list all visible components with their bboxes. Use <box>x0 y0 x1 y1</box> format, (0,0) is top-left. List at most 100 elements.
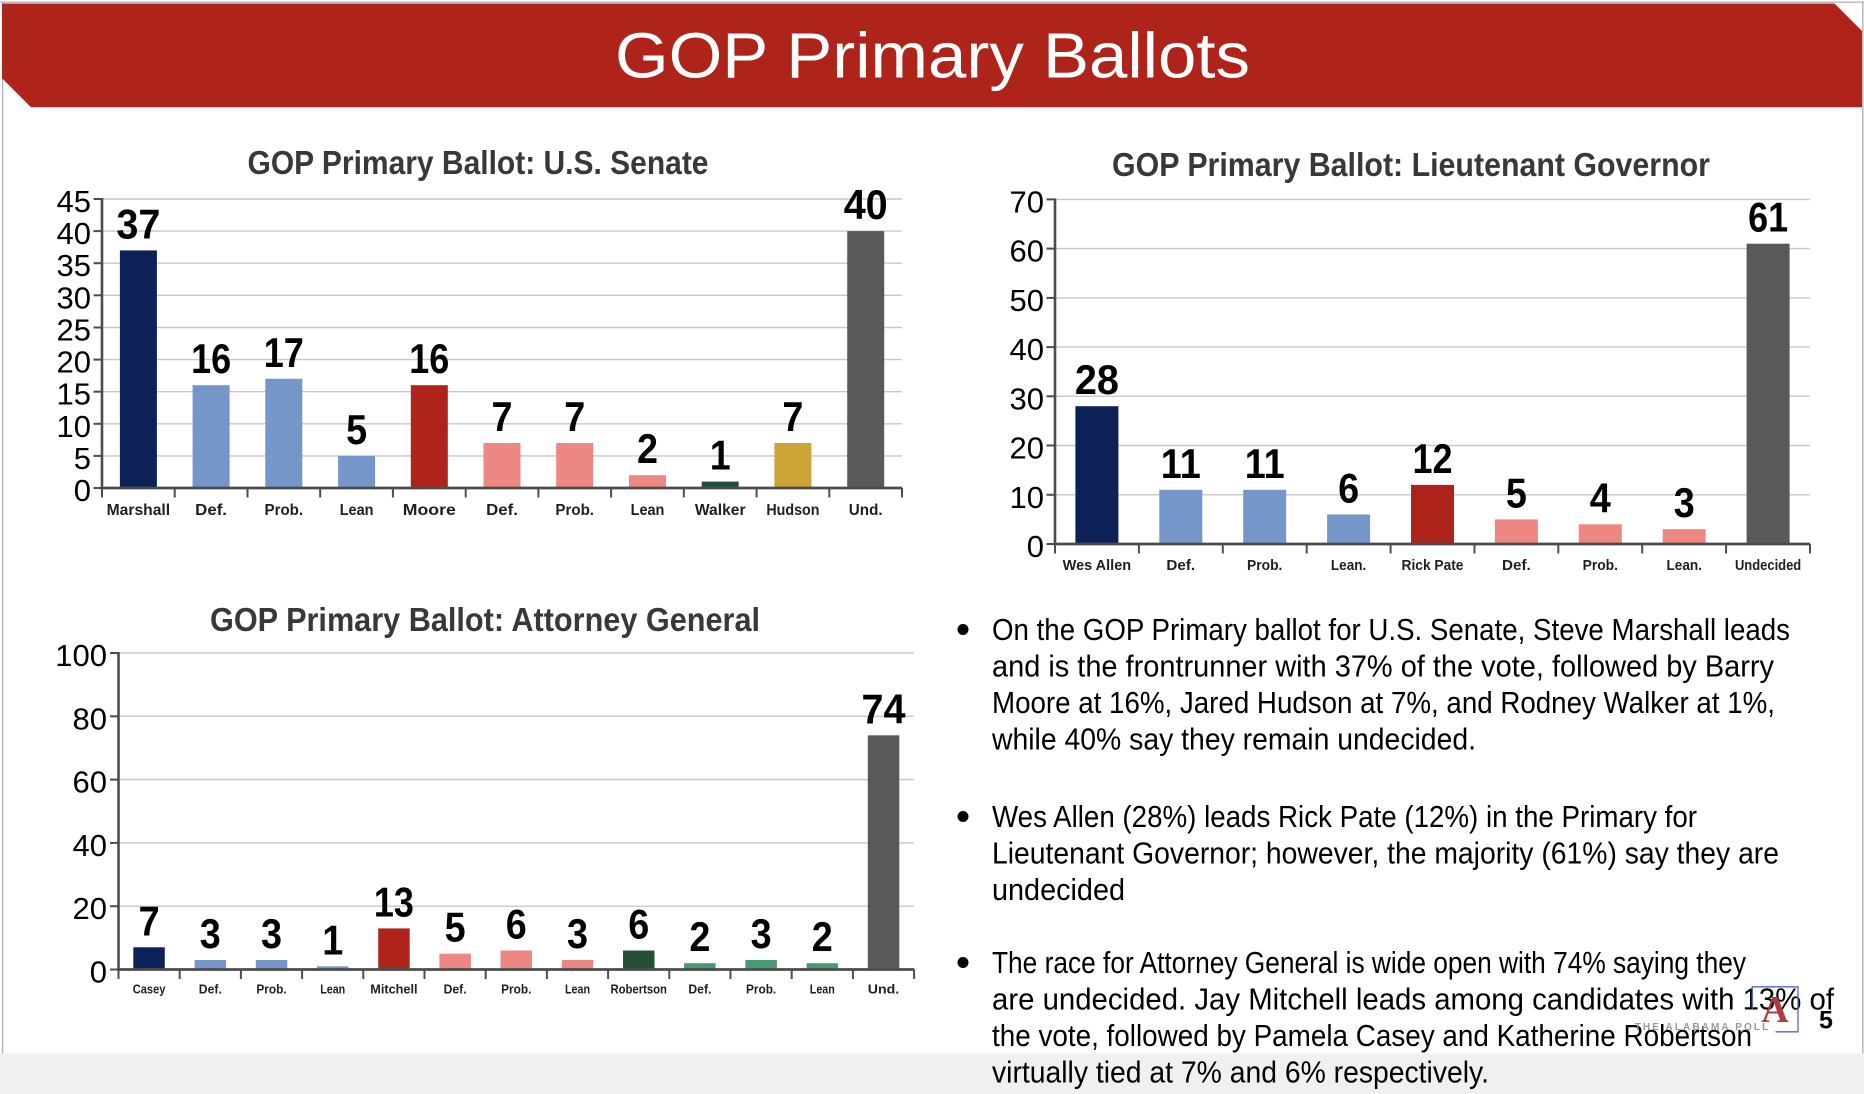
svg-text:5: 5 <box>346 406 367 453</box>
svg-text:Def.: Def. <box>1502 557 1531 574</box>
svg-text:50: 50 <box>1010 283 1044 318</box>
svg-text:70: 70 <box>1010 184 1044 219</box>
svg-text:3: 3 <box>261 910 282 957</box>
svg-text:Moore at 16%, Jared Hudson at: Moore at 16%, Jared Hudson at 7%, and Ro… <box>992 685 1775 720</box>
svg-text:Wes Allen: Wes Allen <box>1063 557 1132 574</box>
svg-text:Lean.: Lean. <box>1331 557 1366 574</box>
svg-text:10: 10 <box>1010 480 1044 515</box>
svg-text:30: 30 <box>1010 381 1044 416</box>
svg-text:7: 7 <box>492 393 513 440</box>
svg-text:Def.: Def. <box>688 981 711 996</box>
svg-text:Hudson: Hudson <box>766 502 819 519</box>
svg-text:4: 4 <box>1590 474 1612 521</box>
svg-text:Prob.: Prob. <box>501 981 531 996</box>
svg-text:Prob.: Prob. <box>555 502 594 519</box>
svg-text:80: 80 <box>73 701 107 736</box>
svg-text:3: 3 <box>1674 479 1695 526</box>
svg-text:Rick Pate: Rick Pate <box>1402 557 1464 574</box>
svg-text:Wes Allen (28%) leads Rick Pat: Wes Allen (28%) leads Rick Pate (12%) in… <box>992 799 1697 834</box>
svg-text:Walker: Walker <box>695 502 746 519</box>
svg-text:7: 7 <box>782 393 803 440</box>
svg-text:0: 0 <box>74 473 91 508</box>
svg-text:Und.: Und. <box>868 981 899 996</box>
svg-text:20: 20 <box>1010 431 1044 466</box>
svg-text:Marshall: Marshall <box>107 502 171 519</box>
svg-text:10: 10 <box>57 409 91 444</box>
svg-text:45: 45 <box>57 184 91 219</box>
svg-text:THE ALABAMA POLL: THE ALABAMA POLL <box>1635 1022 1771 1033</box>
svg-text:11: 11 <box>1245 440 1285 487</box>
svg-text:15: 15 <box>57 377 91 412</box>
svg-text:Def.: Def. <box>1166 557 1195 574</box>
svg-text:virtually tied at 7% and 6% re: virtually tied at 7% and 6% respectively… <box>992 1055 1489 1090</box>
svg-text:40: 40 <box>844 181 888 228</box>
svg-text:the vote, followed by Pamela C: the vote, followed by Pamela Casey and K… <box>992 1018 1752 1053</box>
svg-text:2: 2 <box>689 913 710 960</box>
svg-text:16: 16 <box>191 335 231 382</box>
svg-text:20: 20 <box>73 891 107 926</box>
svg-text:Lean.: Lean. <box>1667 557 1702 574</box>
svg-text:28: 28 <box>1075 356 1119 403</box>
svg-text:5: 5 <box>74 441 91 476</box>
svg-text:61: 61 <box>1748 194 1788 241</box>
svg-text:Prob.: Prob. <box>265 502 304 519</box>
svg-text:GOP Primary Ballots: GOP Primary Ballots <box>615 20 1250 92</box>
svg-text:Prob.: Prob. <box>746 981 776 996</box>
svg-text:40: 40 <box>73 828 107 863</box>
svg-text:A: A <box>1761 989 1789 1031</box>
svg-text:25: 25 <box>57 313 91 348</box>
svg-text:6: 6 <box>1338 465 1359 512</box>
svg-text:Undecided: Undecided <box>1735 557 1801 574</box>
svg-text:Casey: Casey <box>133 981 166 996</box>
svg-text:and is the frontrunner with 37: and is the frontrunner with 37% of the v… <box>992 649 1774 684</box>
svg-text:11: 11 <box>1161 440 1201 487</box>
svg-text:5: 5 <box>445 904 466 951</box>
svg-text:35: 35 <box>57 248 91 283</box>
svg-text:6: 6 <box>506 901 527 948</box>
svg-text:are undecided. Jay Mitchell le: are undecided. Jay Mitchell leads among … <box>992 982 1834 1017</box>
svg-text:16: 16 <box>409 335 449 382</box>
svg-text:Def.: Def. <box>195 502 227 519</box>
svg-text:Prob.: Prob. <box>1583 557 1618 574</box>
svg-text:Prob.: Prob. <box>256 981 286 996</box>
svg-text:Lean: Lean <box>565 981 590 996</box>
svg-text:Robertson: Robertson <box>610 981 667 996</box>
svg-text:Def.: Def. <box>444 981 467 996</box>
svg-text:20: 20 <box>57 345 91 380</box>
svg-text:5: 5 <box>1506 469 1527 516</box>
svg-text:Lean: Lean <box>340 502 374 519</box>
svg-text:7: 7 <box>564 393 585 440</box>
svg-text:while 40% say they remain unde: while 40% say they remain undecided. <box>991 722 1476 757</box>
svg-text:GOP Primary Ballot: U.S. Senat: GOP Primary Ballot: U.S. Senate <box>248 144 709 181</box>
svg-text:Und.: Und. <box>849 502 883 519</box>
svg-text:Def.: Def. <box>199 981 222 996</box>
svg-text:Lean: Lean <box>631 502 665 519</box>
svg-text:13: 13 <box>374 878 414 925</box>
svg-text:undecided: undecided <box>992 872 1125 907</box>
svg-text:Lean: Lean <box>810 981 835 996</box>
svg-text:17: 17 <box>264 329 304 376</box>
svg-text:3: 3 <box>200 910 221 957</box>
svg-text:0: 0 <box>90 955 107 990</box>
svg-text:40: 40 <box>57 216 91 251</box>
svg-text:On the GOP Primary ballot for: On the GOP Primary ballot for U.S. Senat… <box>992 612 1790 647</box>
svg-text:60: 60 <box>1010 234 1044 269</box>
svg-text:GOP Primary Ballot: Attorney G: GOP Primary Ballot: Attorney General <box>210 601 760 638</box>
svg-text:The race for Attorney General: The race for Attorney General is wide op… <box>992 945 1746 980</box>
svg-text:Mitchell: Mitchell <box>370 981 417 996</box>
svg-text:0: 0 <box>1027 529 1044 564</box>
svg-text:Lieutenant Governor; however,: Lieutenant Governor; however, the majori… <box>992 836 1779 871</box>
svg-text:GOP Primary Ballot: Lieutenant: GOP Primary Ballot: Lieutenant Governor <box>1112 146 1710 183</box>
svg-text:74: 74 <box>862 685 907 732</box>
svg-text:2: 2 <box>812 913 833 960</box>
svg-text:3: 3 <box>751 910 772 957</box>
svg-text:1: 1 <box>710 432 731 479</box>
svg-text:100: 100 <box>55 638 107 673</box>
svg-text:12: 12 <box>1413 435 1453 482</box>
svg-text:Lean: Lean <box>320 981 345 996</box>
svg-text:6: 6 <box>628 901 649 948</box>
svg-text:60: 60 <box>73 765 107 800</box>
svg-text:30: 30 <box>57 280 91 315</box>
svg-text:2: 2 <box>637 425 658 472</box>
svg-text:40: 40 <box>1010 332 1044 367</box>
